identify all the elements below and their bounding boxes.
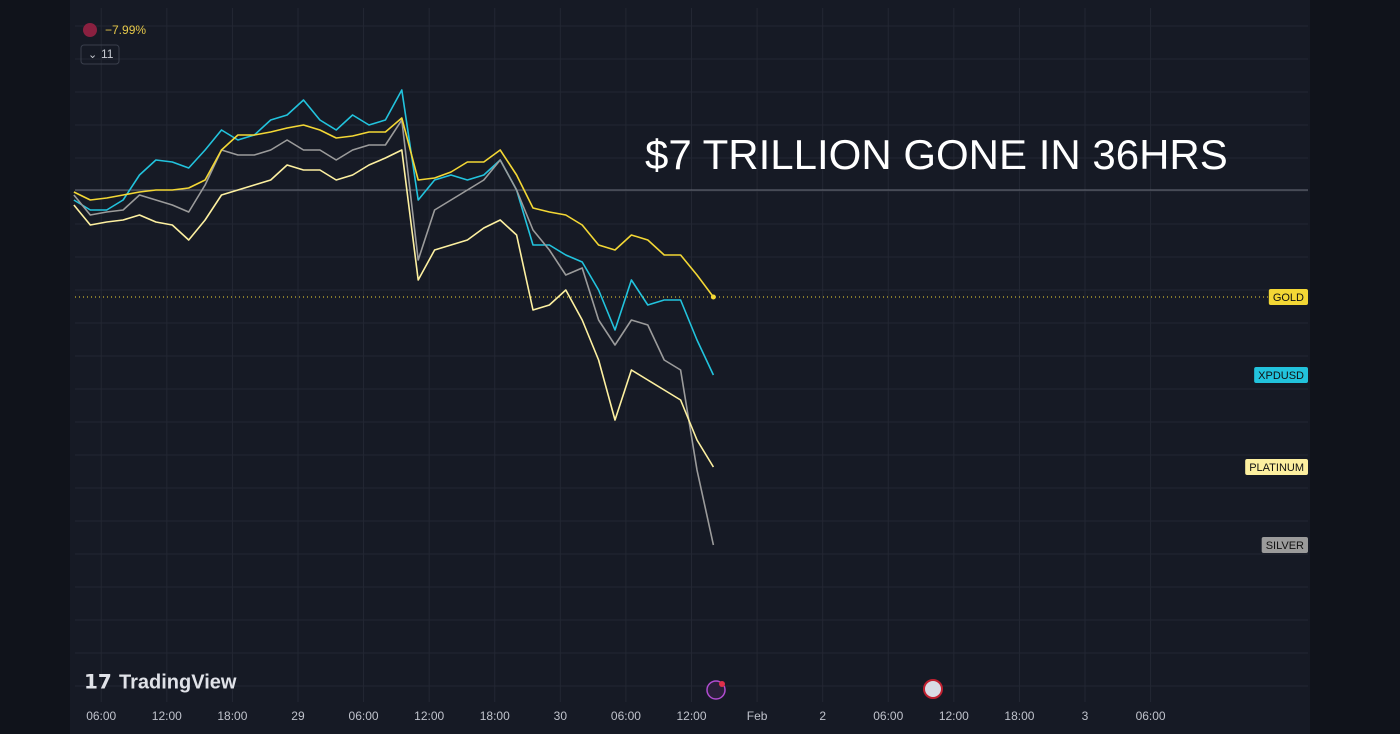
x-tick-label: 06:00 [873, 709, 903, 723]
legend-label: GOLD [1273, 292, 1304, 304]
series-line [73, 119, 715, 546]
last-point [710, 294, 716, 300]
x-tick-label: 18:00 [480, 709, 510, 723]
x-tick-label: 2 [819, 709, 826, 723]
legend-box [1254, 367, 1308, 383]
x-tick-label: 06:00 [349, 709, 379, 723]
collapse-chevron: ⌄ [88, 49, 97, 61]
x-tick-label: 3 [1082, 709, 1089, 723]
x-tick-label: 29 [291, 709, 305, 723]
brand-name: TradingView [119, 671, 237, 693]
legend-label: PLATINUM [1249, 462, 1304, 474]
x-tick-label: 12:00 [414, 709, 444, 723]
chart-panel [70, 0, 1310, 734]
x-tick-label: 06:00 [1136, 709, 1166, 723]
series-line [73, 89, 715, 376]
event-dot [719, 681, 725, 687]
collapse-count: 11 [101, 47, 114, 61]
x-tick-label: 18:00 [1004, 709, 1034, 723]
x-tick-label: Feb [747, 709, 768, 723]
event-flag-icon[interactable] [923, 679, 943, 699]
x-tick-label: 06:00 [611, 709, 641, 723]
series-line [73, 117, 715, 298]
brand-logo: 𝟭𝟳 [84, 671, 112, 693]
x-tick-label: 18:00 [217, 709, 247, 723]
legend-label: XPDUSD [1258, 370, 1304, 382]
x-tick-label: 12:00 [152, 709, 182, 723]
x-tick-label: 12:00 [676, 709, 706, 723]
legend-label: SILVER [1266, 540, 1304, 552]
legend-box [1268, 289, 1308, 305]
x-tick-label: 12:00 [939, 709, 969, 723]
series-line [73, 149, 715, 468]
collapse-button[interactable] [80, 44, 120, 65]
legend-box [1245, 459, 1308, 475]
x-tick-label: 06:00 [86, 709, 116, 723]
legend-box [1261, 537, 1308, 553]
symbol-icon [83, 23, 97, 37]
annotation: $7 TRILLION GONE IN 36HRS [645, 131, 1228, 178]
x-tick-label: 30 [554, 709, 568, 723]
change-label: −7.99% [105, 23, 146, 37]
